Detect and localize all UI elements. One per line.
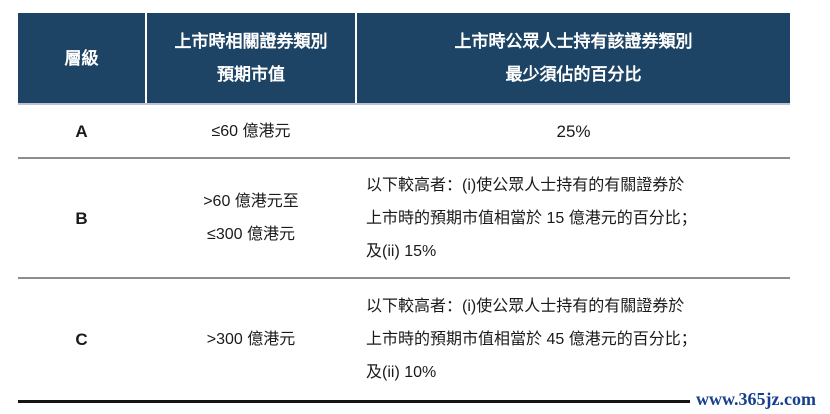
- table-row-b: B >60 億港元至 ≤300 億港元 以下較高者：(i)使公眾人士持有的有關證…: [18, 159, 790, 277]
- tier-cell: C: [75, 330, 88, 349]
- cell-line: 及(ii) 15%: [366, 242, 437, 260]
- watermark: www.365jz.com: [690, 389, 817, 410]
- cell-line: >60 億港元至: [203, 193, 299, 210]
- header-line: 最少須佔的百分比: [505, 65, 642, 84]
- tier-cell: A: [75, 121, 88, 141]
- cell-line: ≤60 億港元: [211, 122, 291, 140]
- row-divider: [18, 157, 790, 159]
- tier-cell: B: [75, 208, 88, 228]
- table-row-a: A ≤60 億港元 25%: [18, 105, 790, 157]
- tier-requirements-table: 層級 上市時相關證券類別 預期市值 上市時公眾人士持有該證券類別 最少須佔的百分…: [18, 13, 790, 403]
- public-float-cell: 以下較高者：(i)使公眾人士持有的有關證券於 上市時的預期市值相當於 15 億港…: [357, 159, 790, 277]
- cell-line: 上市時的預期市值相當於 45 億港元的百分比；: [366, 331, 697, 348]
- header-line: 上市時相關證券類別: [174, 32, 328, 51]
- table-header-row: 層級 上市時相關證券類別 預期市值 上市時公眾人士持有該證券類別 最少須佔的百分…: [18, 13, 790, 105]
- header-line: 層級: [64, 48, 99, 68]
- header-cell-market-cap: 上市時相關證券類別 預期市值: [147, 13, 355, 103]
- row-divider: [18, 277, 790, 279]
- header-line: 上市時公眾人士持有該證券類別: [454, 32, 693, 51]
- market-cap-cell: >300 億港元: [147, 279, 355, 400]
- header-cell-public-float: 上市時公眾人士持有該證券類別 最少須佔的百分比: [357, 13, 790, 103]
- header-line: 預期市值: [217, 65, 285, 84]
- market-cap-cell: ≤60 億港元: [147, 105, 355, 157]
- cell-line: 及(ii) 10%: [366, 364, 437, 381]
- header-cell-tier: 層級: [18, 13, 145, 103]
- cell-line: ≤300 億港元: [207, 226, 295, 243]
- market-cap-cell: >60 億港元至 ≤300 億港元: [147, 159, 355, 277]
- cell-line: 25%: [556, 121, 591, 141]
- public-float-cell: 25%: [357, 105, 790, 157]
- public-float-cell: 以下較高者：(i)使公眾人士持有的有關證券於 上市時的預期市值相當於 45 億港…: [357, 279, 790, 400]
- cell-line: 上市時的預期市值相當於 15 億港元的百分比；: [366, 209, 697, 227]
- cell-line: >300 億港元: [206, 331, 296, 348]
- table-bottom-border: [18, 400, 790, 403]
- cell-line: 以下較高者：(i)使公眾人士持有的有關證券於: [366, 176, 685, 194]
- cell-line: 以下較高者：(i)使公眾人士持有的有關證券於: [366, 298, 685, 315]
- table-row-c: C >300 億港元 以下較高者：(i)使公眾人士持有的有關證券於 上市時的預期…: [18, 279, 790, 400]
